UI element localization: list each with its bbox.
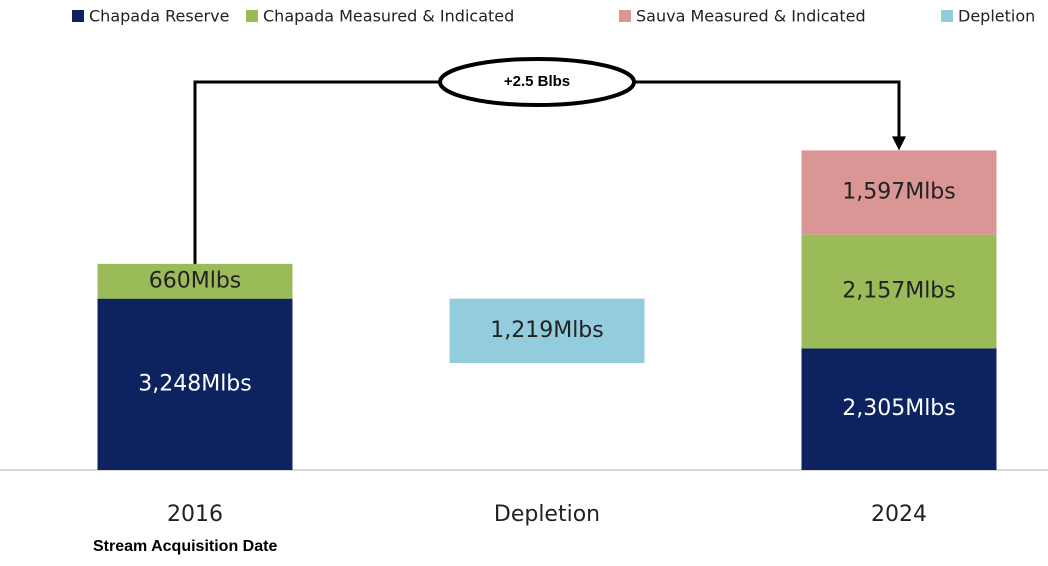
value-label: 1,219Mlbs <box>490 318 604 343</box>
x-tick-label: Depletion <box>494 502 600 527</box>
x-tick-label: 2024 <box>871 502 927 527</box>
x-axis-label: Stream Acquisition Date <box>93 538 277 555</box>
x-tick-label: 2016 <box>167 502 223 527</box>
value-label: 3,248Mlbs <box>138 371 252 396</box>
legend-swatch <box>941 10 953 22</box>
value-label: 660Mlbs <box>149 268 242 293</box>
legend-swatch <box>619 10 631 22</box>
value-label: 2,305Mlbs <box>842 396 956 421</box>
connector <box>193 80 901 264</box>
arrow-head <box>892 136 906 151</box>
bar-segment <box>97 263 293 299</box>
bar-segment <box>801 150 997 235</box>
annotation-ellipse <box>438 57 636 107</box>
legend-swatch <box>72 10 84 22</box>
bar-segment <box>449 298 645 363</box>
bar-segment <box>97 298 293 470</box>
value-label: 1,597Mlbs <box>842 180 956 205</box>
legend-label: Chapada Reserve <box>89 7 229 26</box>
legend-swatch <box>246 10 258 22</box>
bar-segment <box>801 348 997 470</box>
bar-segment <box>801 234 997 349</box>
annotation: +2.5 Blbs <box>504 73 570 90</box>
value-label: 2,157Mlbs <box>842 279 956 304</box>
legend-label: Depletion <box>958 7 1035 26</box>
legend-label: Sauva Measured & Indicated <box>636 7 866 26</box>
legend-label: Chapada Measured & Indicated <box>263 7 514 26</box>
